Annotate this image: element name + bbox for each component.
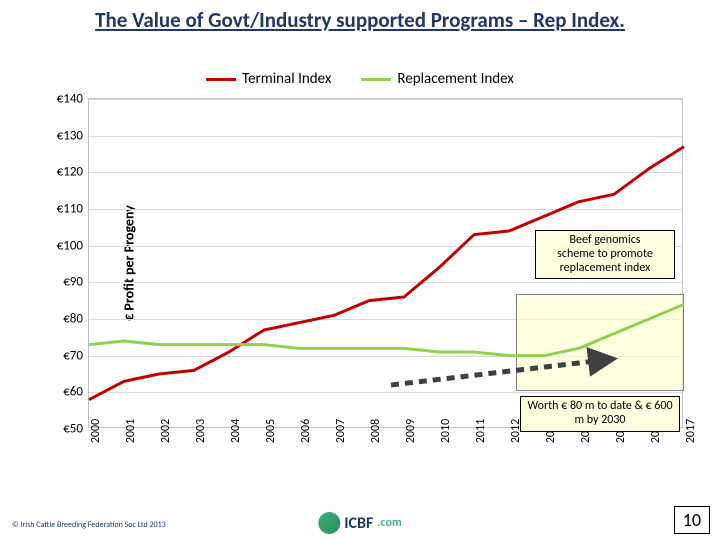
y-tick: €50 (63, 422, 83, 437)
icbf-logo: ICBF .com (318, 512, 401, 534)
y-tick: €70 (63, 348, 83, 363)
legend-swatch-terminal (206, 78, 236, 81)
y-tick: €140 (57, 92, 83, 107)
globe-icon (318, 512, 340, 534)
x-tick: 2017 (684, 419, 698, 443)
y-tick: €100 (57, 238, 83, 253)
legend-item-terminal: Terminal Index (206, 70, 331, 88)
footer: © Irish Cattle Breeding Federation Soc L… (0, 500, 720, 540)
annotation-callout: Beef genomicsscheme to promotereplacemen… (535, 230, 675, 279)
y-tick: €130 (57, 128, 83, 143)
chart-legend: Terminal Index Replacement Index (206, 70, 514, 88)
legend-swatch-replacement (361, 78, 391, 81)
logo-suffix: .com (377, 516, 401, 530)
legend-item-replacement: Replacement Index (361, 70, 514, 88)
y-tick: €120 (57, 165, 83, 180)
copyright-text: © Irish Cattle Breeding Federation Soc L… (12, 520, 166, 530)
chart-area: Terminal Index Replacement Index € Profi… (30, 70, 690, 460)
slide-title: The Value of Govt/Industry supported Pro… (0, 8, 720, 33)
value-annotation: Worth € 80 m to date & € 600 m by 2030 (520, 396, 680, 432)
legend-label-replacement: Replacement Index (397, 70, 514, 88)
slide-number: 10 (674, 506, 710, 534)
y-tick: €110 (57, 202, 83, 217)
y-tick: €80 (63, 312, 83, 327)
legend-label-terminal: Terminal Index (242, 70, 331, 88)
y-tick: €60 (63, 385, 83, 400)
logo-text: ICBF (344, 514, 373, 533)
y-tick: €90 (63, 275, 83, 290)
